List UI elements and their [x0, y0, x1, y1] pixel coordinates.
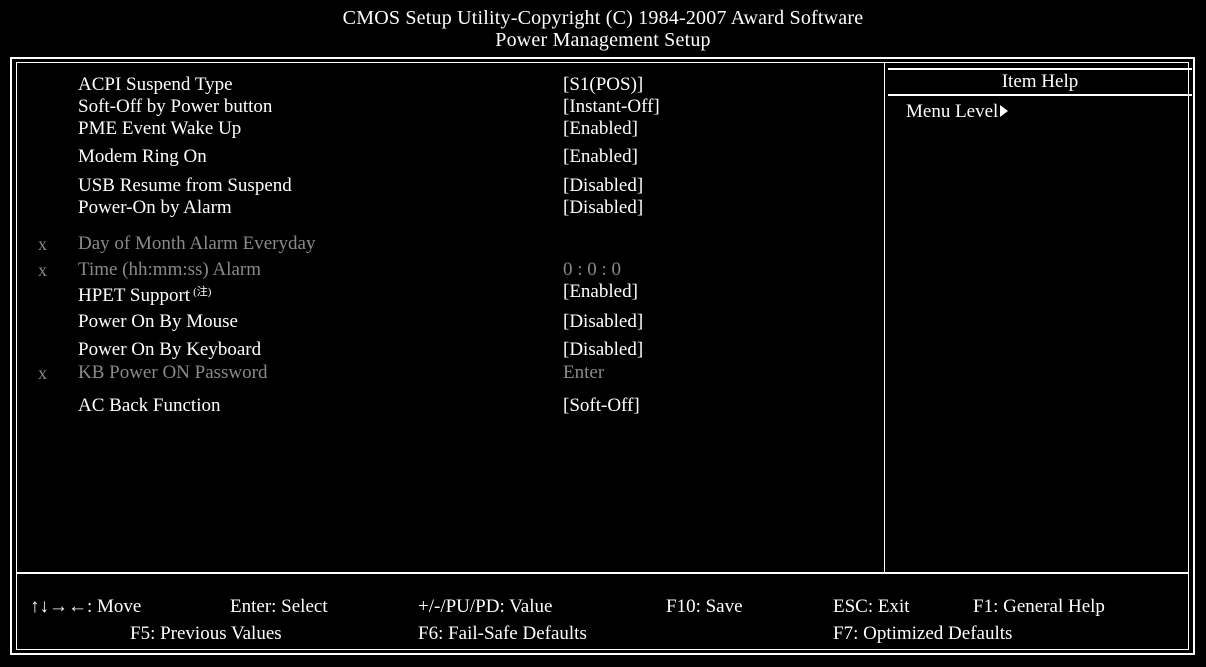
setting-value[interactable]: [Disabled]	[563, 339, 644, 360]
key-hint-general-help: F1: General Help	[973, 596, 1105, 617]
setting-value[interactable]: [Enabled]	[563, 281, 638, 302]
setting-ac-back-function[interactable]: AC Back Function [Soft-Off]	[0, 395, 880, 417]
key-hint-fail-safe-defaults: F6: Fail-Safe Defaults	[418, 623, 587, 644]
setting-power-on-by-keyboard[interactable]: Power On By Keyboard [Disabled]	[0, 339, 880, 361]
setting-label: Power On By Mouse	[78, 311, 238, 332]
setting-label: Power On By Keyboard	[78, 339, 262, 360]
triangle-right-icon	[1000, 105, 1009, 117]
item-help-title: Item Help	[1001, 71, 1079, 92]
disabled-marker: x	[38, 363, 47, 383]
setting-label-text: HPET Support	[78, 285, 191, 306]
page-title: Power Management Setup	[495, 29, 711, 51]
setting-pme-event-wake-up[interactable]: PME Event Wake Up [Enabled]	[0, 118, 880, 140]
setting-usb-resume-from-suspend[interactable]: USB Resume from Suspend [Disabled]	[0, 175, 880, 197]
key-hint-optimized-defaults: F7: Optimized Defaults	[833, 623, 1013, 644]
setting-value[interactable]: [Disabled]	[563, 197, 644, 218]
setting-value[interactable]: [Enabled]	[563, 146, 638, 167]
setting-label: ACPI Suspend Type	[78, 74, 233, 95]
key-hint-save: F10: Save	[666, 596, 743, 617]
outer-frame	[10, 57, 1195, 655]
key-hint-exit: ESC: Exit	[833, 596, 910, 617]
setting-label: Modem Ring On	[78, 146, 207, 167]
setting-label: Power-On by Alarm	[78, 197, 232, 218]
setting-power-on-by-mouse[interactable]: Power On By Mouse [Disabled]	[0, 311, 880, 333]
inner-frame	[16, 62, 1189, 650]
setting-soft-off-by-power-button[interactable]: Soft-Off by Power button [Instant-Off]	[0, 96, 880, 118]
setting-value[interactable]: [Instant-Off]	[563, 96, 660, 117]
setting-value[interactable]: [Disabled]	[563, 175, 644, 196]
setting-value[interactable]: [S1(POS)]	[563, 74, 644, 95]
setting-value[interactable]: [Soft-Off]	[563, 395, 640, 416]
setting-label: PME Event Wake Up	[78, 118, 242, 139]
setting-value: 0 : 0 : 0	[563, 259, 622, 280]
setting-label: Day of Month Alarm Everyday	[78, 233, 316, 254]
key-hint-select: Enter: Select	[230, 596, 328, 617]
setting-power-on-by-alarm[interactable]: Power-On by Alarm [Disabled]	[0, 197, 880, 219]
setting-label: Time (hh:mm:ss) Alarm	[78, 259, 261, 280]
setting-value[interactable]: [Disabled]	[563, 311, 644, 332]
setting-label: KB Power ON Password	[78, 362, 268, 383]
key-hint-move: ↑↓→←: Move	[30, 596, 142, 617]
item-help-header	[888, 68, 1192, 96]
setting-value: Enter	[563, 362, 605, 383]
setting-time-alarm: x Time (hh:mm:ss) Alarm 0 : 0 : 0	[0, 259, 880, 281]
setting-label: USB Resume from Suspend	[78, 175, 292, 196]
setting-hpet-support[interactable]: HPET Support (注) [Enabled]	[0, 281, 880, 306]
utility-title: CMOS Setup Utility-Copyright (C) 1984-20…	[342, 7, 864, 29]
setting-day-of-month-alarm: x Day of Month Alarm Everyday	[0, 233, 880, 255]
setting-value[interactable]: [Enabled]	[563, 118, 638, 139]
settings-panel	[16, 62, 1189, 574]
key-hint-previous-values: F5: Previous Values	[130, 623, 282, 644]
setting-kb-power-on-password: x KB Power ON Password Enter	[0, 362, 880, 384]
panel-divider	[884, 62, 885, 574]
setting-label: HPET Support (注)	[78, 281, 211, 307]
disabled-marker: x	[38, 260, 47, 280]
setting-modem-ring-on[interactable]: Modem Ring On [Enabled]	[0, 146, 880, 168]
disabled-marker: x	[38, 234, 47, 254]
menu-level: Menu Level	[906, 100, 1009, 124]
setting-label: AC Back Function	[78, 395, 221, 416]
setting-label: Soft-Off by Power button	[78, 96, 273, 117]
footnote-marker: (注)	[193, 286, 212, 298]
setting-acpi-suspend-type[interactable]: ACPI Suspend Type [S1(POS)]	[0, 74, 880, 96]
header: CMOS Setup Utility-Copyright (C) 1984-20…	[0, 0, 1206, 58]
menu-level-label: Menu Level	[906, 101, 999, 122]
key-hint-value: +/-/PU/PD: Value	[418, 596, 553, 617]
